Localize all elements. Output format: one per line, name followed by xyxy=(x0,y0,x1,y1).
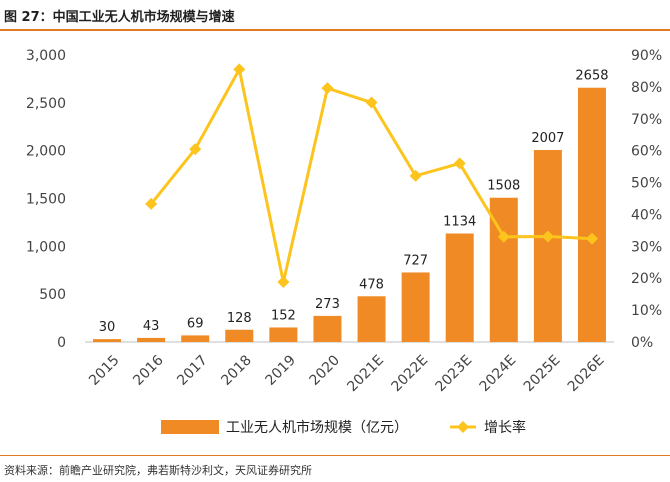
left-tick-label: 3,000 xyxy=(26,48,66,64)
bar-value-label: 1508 xyxy=(487,179,520,194)
bar-2026E xyxy=(577,87,606,342)
growth-point-2025E xyxy=(541,230,554,243)
bar-2023E xyxy=(445,233,474,342)
bar-2017 xyxy=(181,335,210,342)
bar-value-label: 2658 xyxy=(575,69,608,84)
growth-line-series xyxy=(145,63,598,289)
right-tick-label: 50% xyxy=(631,176,662,192)
bar-2020 xyxy=(313,315,342,342)
x-tick-label: 2018 xyxy=(218,352,255,389)
growth-point-2026E xyxy=(585,232,598,245)
bar-value-label: 152 xyxy=(271,308,296,323)
bar-value-label: 1134 xyxy=(443,215,476,230)
right-tick-label: 20% xyxy=(631,271,662,287)
left-tick-label: 0 xyxy=(57,335,66,351)
x-tick-label: 2022E xyxy=(388,352,431,395)
growth-point-2017 xyxy=(189,143,202,156)
title-rule xyxy=(0,29,670,31)
growth-point-2023E xyxy=(453,157,466,170)
right-axis: 0% 10% 20% 30% 40% 50% 60% 70% 80% 90% xyxy=(631,48,662,351)
bar-value-label: 43 xyxy=(143,319,160,334)
right-tick-label: 30% xyxy=(631,239,662,255)
x-tick-label: 2017 xyxy=(174,352,211,389)
growth-point-2019 xyxy=(277,276,290,289)
growth-point-2022E xyxy=(409,169,422,182)
legend-line-label: 增长率 xyxy=(484,419,526,436)
right-tick-label: 90% xyxy=(631,48,662,64)
left-tick-label: 2,500 xyxy=(26,96,66,112)
legend-bar-swatch xyxy=(161,420,219,434)
right-tick-label: 80% xyxy=(631,80,662,96)
x-tick-label: 2023E xyxy=(433,352,476,395)
x-tick-label: 2020 xyxy=(307,352,344,389)
legend-bar-label: 工业无人机市场规模（亿元） xyxy=(226,419,408,436)
bar-2022E xyxy=(401,272,430,342)
left-tick-label: 2,000 xyxy=(26,144,66,160)
x-tick-label: 2016 xyxy=(130,352,167,389)
x-tick-label: 2015 xyxy=(86,352,123,389)
x-tick-label: 2019 xyxy=(262,352,299,389)
bar-2021E xyxy=(357,296,386,342)
bar-data-labels: 30 43 69 128 152 273 478 727 1134 1508 2007 2658 xyxy=(99,69,609,335)
bar-value-label: 69 xyxy=(187,316,204,331)
bar-value-label: 128 xyxy=(227,311,252,326)
bar-value-label: 478 xyxy=(359,277,384,292)
bar-2018 xyxy=(225,329,254,342)
bar-value-label: 2007 xyxy=(531,131,564,146)
right-tick-label: 0% xyxy=(631,335,653,351)
bar-2019 xyxy=(269,327,298,342)
growth-point-2020 xyxy=(321,82,334,95)
x-axis: 2015 2016 2017 2018 2019 2020 2021E 2022E 2023E 2… xyxy=(86,352,607,395)
legend: 工业无人机市场规模（亿元） 增长率 xyxy=(161,419,526,436)
bar-2015 xyxy=(93,339,122,342)
right-tick-label: 70% xyxy=(631,112,662,128)
source-rule xyxy=(0,455,670,456)
bar-value-label: 273 xyxy=(315,297,340,312)
growth-point-2018 xyxy=(233,63,246,76)
right-tick-label: 40% xyxy=(631,207,662,223)
left-tick-label: 500 xyxy=(39,287,66,303)
source-note: 资料来源：前瞻产业研究院，弗若斯特沙利文，天风证券研究所 xyxy=(4,464,312,477)
bar-value-label: 30 xyxy=(99,320,116,335)
bar-value-label: 727 xyxy=(403,253,428,268)
bar-2025E xyxy=(533,149,562,342)
x-tick-label: 2025E xyxy=(521,352,564,395)
chart-canvas: 0 500 1,000 1,500 2,000 2,500 3,000 0% 10% 20% 30… xyxy=(26,48,662,436)
right-tick-label: 60% xyxy=(631,144,662,160)
growth-point-2024E xyxy=(497,230,510,243)
growth-point-2021E xyxy=(365,96,378,109)
left-tick-label: 1,500 xyxy=(26,192,66,208)
x-tick-label: 2021E xyxy=(344,352,387,395)
x-tick-label: 2024E xyxy=(477,352,520,395)
bar-series xyxy=(93,87,606,342)
x-tick-label: 2026E xyxy=(565,352,608,395)
growth-point-2016 xyxy=(145,197,158,210)
legend-line-marker xyxy=(457,421,469,433)
left-tick-label: 1,000 xyxy=(26,239,66,255)
right-tick-label: 10% xyxy=(631,303,662,319)
bar-2016 xyxy=(137,337,166,342)
figure-title: 图 27：中国工业无人机市场规模与增速 xyxy=(4,10,235,25)
left-axis: 0 500 1,000 1,500 2,000 2,500 3,000 xyxy=(26,48,66,351)
